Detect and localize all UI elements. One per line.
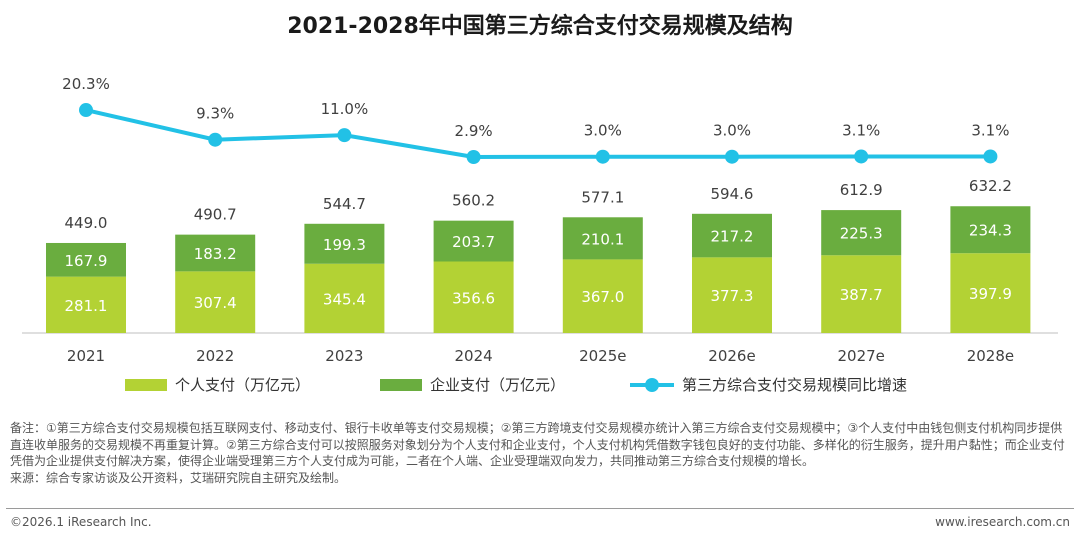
label-personal-2023: 345.4 — [323, 290, 366, 308]
label-enterprise-2023: 199.3 — [323, 236, 366, 254]
growth-point-2022 — [208, 132, 223, 147]
label-enterprise-2024: 203.7 — [452, 233, 495, 251]
growth-point-2028e — [983, 149, 998, 164]
footer-copyright: ©2026.1 iResearch Inc. — [10, 515, 152, 529]
growth-line-series: 20.3% 9.3% 11.0% 2.9% 3.0% 3.0% 3.1% 3.1% — [62, 75, 1009, 164]
x-tick-2024: 2024 — [455, 347, 493, 365]
label-enterprise-2028e: 234.3 — [969, 222, 1012, 240]
x-tick-2023: 2023 — [325, 347, 363, 365]
growth-label-2027e: 3.1% — [842, 121, 880, 139]
bar-enterprise-2024 — [433, 220, 514, 262]
growth-point-2025e — [595, 149, 610, 164]
bar-enterprise-2022 — [175, 234, 256, 272]
growth-label-2023: 11.0% — [321, 100, 369, 118]
x-tick-2028e: 2028e — [967, 347, 1014, 365]
label-total-2024: 560.2 — [452, 192, 495, 210]
bar-personal-2023 — [304, 263, 385, 333]
source-text: 来源：综合专家访谈及公开资料，艾瑞研究院自主研究及绘制。 — [10, 470, 347, 485]
growth-label-2026e: 3.0% — [713, 122, 751, 140]
x-tick-labels: 2021 2022 2023 2024 2025e 2026e 2027e 2028e — [67, 347, 1014, 365]
growth-point-2026e — [725, 149, 739, 164]
bar-personal-2022 — [175, 271, 256, 333]
growth-label-2028e: 3.1% — [971, 121, 1009, 139]
label-total-2023: 544.7 — [323, 195, 366, 213]
label-personal-2021: 281.1 — [65, 297, 108, 315]
bar-personal-2028e — [950, 253, 1031, 333]
label-personal-2026e: 377.3 — [711, 287, 754, 305]
label-enterprise-2025e: 210.1 — [581, 230, 624, 248]
footer-website[interactable]: www.iresearch.com.cn — [935, 515, 1070, 529]
bar-enterprise-2021 — [46, 242, 126, 277]
chart-canvas: 281.1 167.9 449.0 307.4 183.2 490.7 345.4 199.3… — [22, 75, 1058, 365]
legend-label-enterprise: 企业支付（万亿元） — [430, 376, 566, 394]
x-tick-2022: 2022 — [196, 347, 234, 365]
legend-item-enterprise[interactable]: 企业支付（万亿元） — [380, 374, 565, 395]
growth-label-2024: 2.9% — [455, 122, 493, 140]
bar-enterprise-2023 — [304, 223, 385, 264]
bar-personal-2021 — [46, 276, 126, 333]
legend-item-growth[interactable]: 第三方综合支付交易规模同比增速 — [630, 374, 907, 395]
label-total-2026e: 594.6 — [711, 185, 754, 203]
label-enterprise-2022: 183.2 — [194, 245, 237, 263]
growth-label-2025e: 3.0% — [584, 122, 622, 140]
bar-personal-2024 — [433, 261, 514, 333]
chart-title: 2021-2028年中国第三方综合支付交易规模及结构 — [287, 14, 793, 39]
label-personal-2025e: 367.0 — [581, 288, 624, 306]
label-personal-2027e: 387.7 — [840, 286, 883, 304]
legend: 个人支付（万亿元） 企业支付（万亿元） 第三方综合支付交易规模同比增速 — [0, 374, 1080, 402]
footer-divider — [6, 508, 1074, 509]
label-personal-2024: 356.6 — [452, 289, 495, 307]
legend-swatch-personal — [125, 378, 167, 391]
growth-line — [85, 108, 991, 160]
bar-value-labels: 281.1 167.9 449.0 307.4 183.2 490.7 345.4 199.3… — [65, 177, 1012, 315]
remark-text: 备注：①第三方综合支付交易规模包括互联网支付、移动支付、银行卡收单等支付交易规模… — [10, 421, 1065, 468]
growth-label-2021: 20.3% — [62, 75, 110, 93]
bar-enterprise-2026e — [692, 213, 772, 258]
legend-swatch-enterprise — [380, 378, 422, 391]
growth-label-2022: 9.3% — [196, 105, 234, 123]
bar-enterprise-2027e — [821, 210, 902, 256]
x-tick-2026e: 2026e — [708, 347, 755, 365]
bar-personal-2027e — [821, 255, 902, 333]
bar-enterprise-2025e — [562, 217, 643, 260]
notes-block: 备注：①第三方综合支付交易规模包括互联网支付、移动支付、银行卡收单等支付交易规模… — [10, 420, 1072, 486]
label-total-2028e: 632.2 — [969, 177, 1012, 195]
legend-label-personal: 个人支付（万亿元） — [175, 376, 311, 394]
legend-label-growth: 第三方综合支付交易规模同比增速 — [682, 376, 908, 394]
bar-personal-2026e — [692, 257, 772, 333]
label-enterprise-2021: 167.9 — [65, 252, 108, 270]
label-total-2021: 449.0 — [65, 214, 108, 232]
label-total-2027e: 612.9 — [840, 181, 883, 199]
label-personal-2028e: 397.9 — [969, 285, 1012, 303]
bar-enterprise-2028e — [950, 206, 1031, 254]
growth-point-2021 — [79, 103, 93, 118]
label-total-2022: 490.7 — [194, 206, 237, 224]
x-tick-2021: 2021 — [67, 347, 105, 365]
bar-series — [46, 206, 1031, 333]
label-enterprise-2026e: 217.2 — [711, 228, 754, 246]
label-total-2025e: 577.1 — [581, 188, 624, 206]
legend-swatch-growth — [630, 377, 674, 392]
label-enterprise-2027e: 225.3 — [840, 225, 883, 243]
label-personal-2022: 307.4 — [194, 294, 237, 312]
bar-personal-2025e — [562, 259, 643, 333]
growth-point-2027e — [854, 149, 869, 164]
x-tick-2025e: 2025e — [579, 347, 626, 365]
growth-point-2023 — [337, 128, 352, 143]
growth-point-2024 — [466, 150, 481, 164]
legend-item-personal[interactable]: 个人支付（万亿元） — [125, 374, 310, 395]
x-tick-2027e: 2027e — [837, 347, 884, 365]
